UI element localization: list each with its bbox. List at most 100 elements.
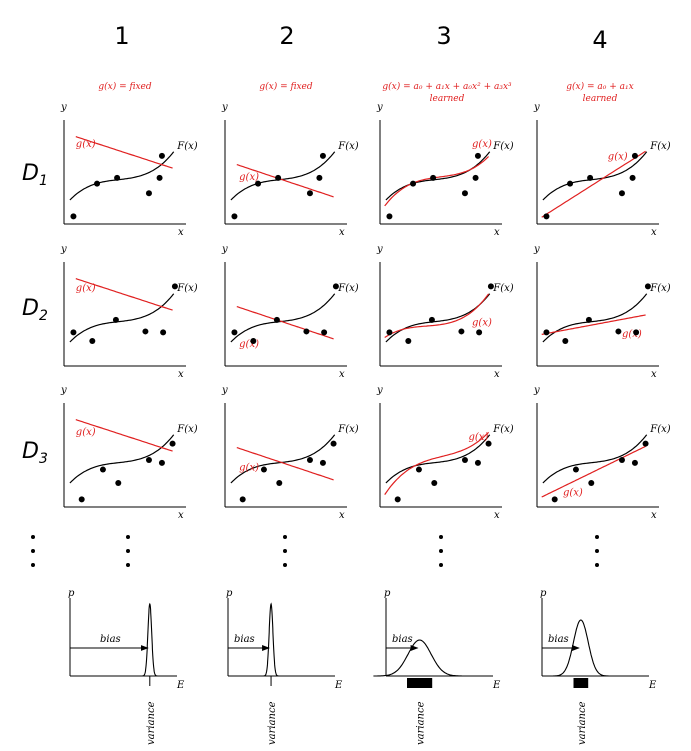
e-axis-label: E [334,680,343,691]
data-point [474,152,481,159]
y-axis-label: y [533,102,540,113]
data-point [158,152,165,159]
data-point [472,174,479,181]
panel-4-1: y x F(x) g(x) [533,102,671,238]
model-curve [384,431,490,495]
g-curve-label: g(x) [76,427,96,438]
f-curve-label: F(x) [337,141,358,152]
data-point [476,329,483,336]
data-point [615,328,622,335]
variance-bar [407,678,433,688]
data-point [431,480,438,486]
data-point [306,456,313,463]
panel-3-3: y x F(x)g(x) [376,385,514,521]
data-point [386,213,393,220]
panel-1-3: y x F(x) g(x) [60,385,198,521]
y-axis-label: y [533,385,540,396]
data-point [114,174,121,181]
column-header-4-line1: g(x) = a₀ + a₁x [566,81,633,92]
g-curve-label: g(x) [472,139,492,150]
data-point [145,190,152,197]
density-curve [373,639,466,677]
e-axis-label: E [492,680,501,691]
panel-2-1: y x F(x) g(x) [221,102,359,238]
data-point [543,213,550,220]
data-point [255,180,262,187]
target-curve [230,434,336,484]
data-point [70,213,77,220]
f-curve-label: F(x) [337,424,358,435]
column-header-1: g(x) = fixed [98,81,152,92]
data-point [319,152,326,159]
plot-grid: y x F(x) g(x) y x F(x) g(x) y x F(x) g(x) y x F(x) g(x)… [60,102,671,521]
data-point [587,174,594,181]
y-axis-label: y [60,102,67,113]
x-axis-label: x [178,510,184,521]
f-curve-label: F(x) [492,283,513,294]
g-curve-label: g(x) [239,463,259,474]
f-curve-label: F(x) [176,424,197,435]
g-curve-label: g(x) [239,339,259,350]
data-point [239,496,246,503]
panel-2-3: y x F(x) g(x) [221,385,359,521]
data-point [562,338,569,345]
variance-label: variance [146,701,157,745]
data-point [89,338,96,345]
p-axis-label: p [68,588,75,599]
y-axis-label: y [376,385,383,396]
data-point [631,152,638,159]
x-axis-label: x [651,510,657,521]
data-point [487,283,494,290]
data-point [405,338,412,345]
model-curve [236,164,334,198]
x-axis-label: x [494,369,500,380]
e-axis-label: E [648,680,657,691]
bias-label: bias [548,634,569,645]
model-curve [75,278,173,311]
target-curve [542,293,648,343]
data-point [461,456,468,463]
data-point [231,213,238,220]
data-point [485,440,492,447]
x-axis-label: x [651,227,657,238]
panel-3-1: y x F(x)g(x) [376,102,514,238]
data-point [631,459,638,466]
p-axis-label: p [540,588,547,599]
x-axis-label: x [339,510,345,521]
data-point [410,180,417,187]
x-axis-label: x [178,227,184,238]
data-point [112,316,119,323]
x-axis-label: x [339,369,345,380]
bias-label: bias [392,634,413,645]
data-point [618,190,625,197]
data-point [231,329,238,336]
target-curve [230,293,336,343]
data-point [588,480,595,486]
f-curve-label: F(x) [649,141,670,152]
data-point [260,466,267,473]
data-point [78,496,85,503]
target-curve [385,434,491,484]
column-number-2: 2 [279,22,294,50]
data-point [70,329,77,336]
ellipsis-row [31,535,599,567]
data-point [115,480,122,486]
y-axis-label: y [376,244,383,255]
model-curve [541,314,646,335]
model-curve [75,419,173,452]
f-curve-label: F(x) [176,141,197,152]
model-curve [236,306,334,340]
data-point [94,180,101,187]
x-axis-label: x [494,227,500,238]
g-curve-label: g(x) [608,152,628,163]
y-axis-label: y [533,244,540,255]
g-curve-label: g(x) [76,283,96,294]
density-curve [263,602,279,677]
panel-4-2: y x F(x) g(x) [533,244,671,380]
data-point [273,316,280,323]
variance-label: variance [267,701,278,745]
f-curve-label: F(x) [649,283,670,294]
panel-1-2: y x F(x) g(x) [60,244,198,380]
